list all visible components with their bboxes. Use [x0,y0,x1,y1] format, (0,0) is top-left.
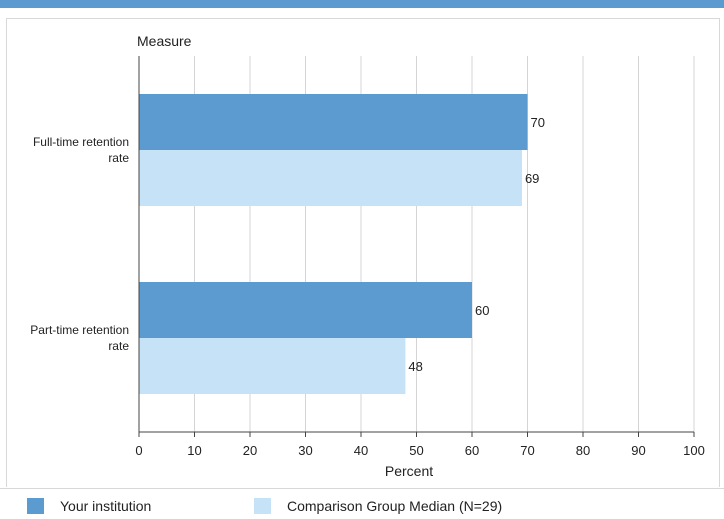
x-tick-label-90: 90 [631,443,645,458]
legend-swatch-comparison-median [254,498,271,514]
bar-comparison-median-1 [139,338,406,394]
data-label-your-institution-0: 70 [531,115,545,130]
x-tick-label-70: 70 [520,443,534,458]
x-tick-label-40: 40 [354,443,368,458]
x-tick-label-0: 0 [135,443,142,458]
y-axis-title: Measure [137,33,192,49]
legend-item-your-institution: Your institution [27,497,151,515]
legend-label-your-institution: Your institution [60,498,152,514]
x-tick-label-50: 50 [409,443,423,458]
chart-legend: Your institution Comparison Group Median… [0,488,724,519]
x-tick-label-30: 30 [298,443,312,458]
data-label-comparison-median-0: 69 [525,171,539,186]
legend-swatch-your-institution [27,498,44,514]
category-label-1-line-1: rate [108,339,129,353]
x-tick-label-20: 20 [243,443,257,458]
bar-comparison-median-0 [139,150,522,206]
x-tick-label-80: 80 [576,443,590,458]
legend-label-comparison-median: Comparison Group Median (N=29) [287,498,503,514]
data-label-your-institution-1: 60 [475,303,489,318]
bar-your-institution-0 [139,94,528,150]
bar-your-institution-1 [139,282,472,338]
x-tick-label-60: 60 [465,443,479,458]
x-axis-title: Percent [385,463,433,479]
chart-canvas: Measure 70 69 Full-time retention rate 60 48 Pa… [30,33,705,479]
x-tick-label-100: 100 [683,443,705,458]
legend-item-comparison-median: Comparison Group Median (N=29) [254,497,502,515]
x-tick-label-10: 10 [187,443,201,458]
category-label-0-line-0: Full-time retention [33,135,129,149]
category-label-1-line-0: Part-time retention [30,323,129,337]
data-label-comparison-median-1: 48 [408,359,422,374]
header-accent-bar [0,0,724,8]
category-label-0-line-1: rate [108,151,129,165]
